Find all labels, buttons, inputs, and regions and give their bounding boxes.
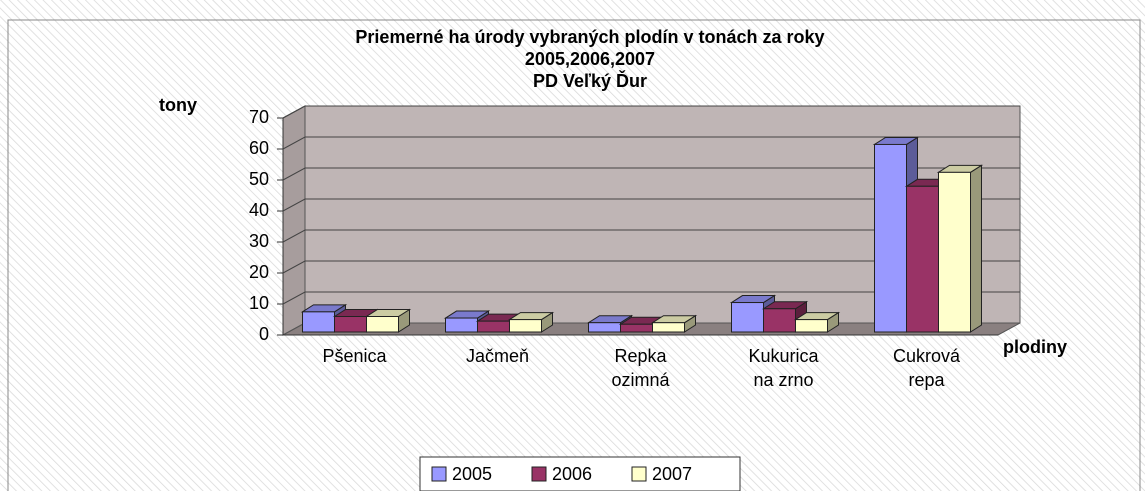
chart-title: Priemerné ha úrody vybraných plodín v to… (355, 27, 824, 47)
bar (793, 311, 841, 333)
chart-title: PD Veľký Ďur (533, 70, 647, 91)
x-tick-line: Repka (614, 346, 667, 366)
legend-swatch (631, 466, 647, 482)
bar-front (620, 323, 653, 333)
bar-front (477, 320, 510, 333)
x-tick-label: Repka ozimná (611, 346, 670, 390)
legend: 2005 2006 2007 (419, 456, 741, 491)
y-tick-label: 50 (249, 169, 269, 189)
x-tick-line: Kukurica (748, 346, 819, 366)
legend-label: 2005 (452, 464, 492, 484)
grid-line (282, 198, 1020, 212)
chart-title: 2005,2006,2007 (525, 49, 655, 69)
grid-line (282, 291, 1020, 305)
x-axis-label: plodiny (1003, 337, 1067, 357)
bar (364, 308, 412, 333)
x-tick-line: repa (908, 370, 945, 390)
bar-front (445, 317, 478, 333)
x-tick-line: Jačmeň (466, 346, 529, 366)
bar (936, 164, 984, 333)
bar (650, 314, 698, 333)
grid-line (282, 260, 1020, 274)
chart-border (7, 19, 1141, 491)
bar-front (334, 316, 367, 333)
bar-front (763, 308, 796, 333)
legend-box (419, 456, 741, 491)
legend-swatch (531, 466, 547, 482)
y-tick-label: 60 (249, 138, 269, 158)
grid-line (282, 136, 1020, 150)
y-tick-label: 30 (249, 231, 269, 251)
x-tick-line: na zrno (753, 370, 813, 390)
x-tick-label: Pšenica (322, 346, 387, 366)
bar-front (509, 319, 542, 333)
bar-front (795, 319, 828, 333)
y-axis-label: tony (159, 95, 197, 115)
y-tick-label: 20 (249, 262, 269, 282)
y-tick-label: 70 (249, 107, 269, 127)
x-tick-label: Cukrová repa (893, 346, 961, 390)
y-tick-label: 0 (259, 324, 269, 344)
y-tick-label: 10 (249, 293, 269, 313)
bar-front (938, 171, 971, 333)
grid-line (282, 229, 1020, 243)
x-tick-line: ozimná (611, 370, 670, 390)
x-tick-line: Pšenica (322, 346, 387, 366)
bar-front (874, 143, 907, 333)
x-tick-line: Cukrová (893, 346, 961, 366)
bar-front (731, 302, 764, 333)
bar-front (652, 322, 685, 333)
y-tick-label: 40 (249, 200, 269, 220)
grid-line (282, 105, 1020, 119)
bar-front (588, 322, 621, 333)
grid-line (282, 167, 1020, 181)
bar-side (970, 164, 982, 333)
bar-front (302, 311, 335, 333)
bar-front (906, 185, 939, 333)
bar-front (366, 316, 399, 333)
x-tick-label: Jačmeň (466, 346, 529, 366)
side-wall (282, 105, 306, 336)
legend-label: 2006 (552, 464, 592, 484)
bar (507, 311, 555, 333)
x-tick-label: Kukurica na zrno (748, 346, 819, 390)
legend-label: 2007 (652, 464, 692, 484)
legend-swatch (431, 466, 447, 482)
